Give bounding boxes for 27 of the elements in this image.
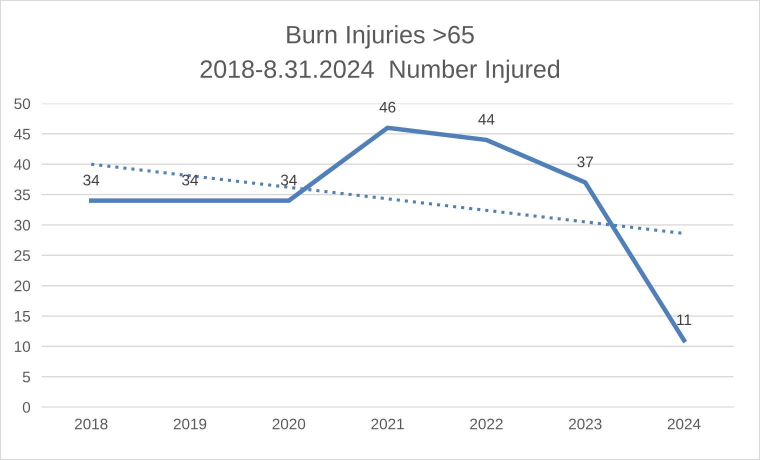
data-label: 11 — [677, 314, 692, 325]
y-tick-label: 20 — [14, 280, 30, 292]
y-tick-label: 5 — [22, 372, 30, 382]
x-tick-label: 2022 — [470, 418, 503, 430]
y-tick-label: 30 — [14, 220, 30, 231]
x-tick-label: 2021 — [371, 418, 404, 430]
y-tick-label: 50 — [14, 98, 30, 110]
x-tick-label: 2019 — [174, 418, 206, 430]
data-label: 46 — [379, 102, 396, 113]
x-tick-label: 2020 — [272, 418, 306, 430]
data-label: 37 — [577, 156, 593, 168]
y-tick-label: 45 — [14, 128, 30, 140]
y-tick-label: 25 — [14, 250, 30, 261]
x-tick-label: 2023 — [568, 418, 602, 430]
data-label: 34 — [182, 174, 198, 186]
x-tick-label: 2024 — [668, 418, 701, 430]
x-tick-label: 2018 — [74, 418, 108, 430]
chart-title: Burn Injuries >65 — [287, 25, 474, 48]
data-label: 34 — [280, 174, 297, 186]
chart-subtitle: 2018-8.31.2024 Number Injured — [200, 60, 560, 83]
y-tick-label: 35 — [14, 189, 30, 200]
data-label: 34 — [83, 174, 100, 186]
y-tick-label: 40 — [14, 159, 30, 170]
y-tick-label: 0 — [22, 402, 30, 413]
data-label: 44 — [478, 114, 494, 125]
y-tick-label: 15 — [14, 311, 30, 322]
y-tick-label: 10 — [14, 341, 30, 352]
